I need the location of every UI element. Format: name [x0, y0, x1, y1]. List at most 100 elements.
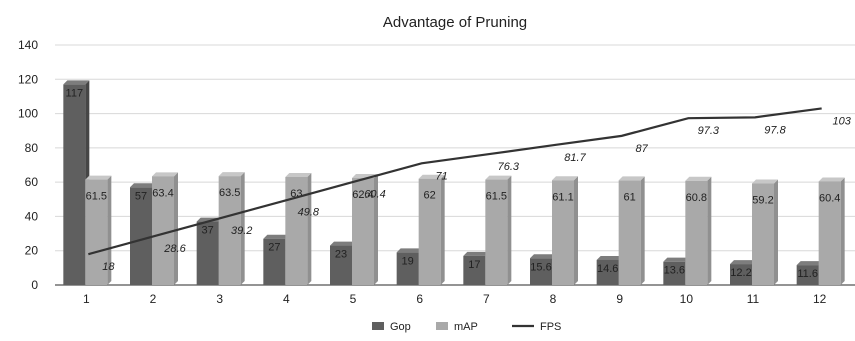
map-data-label: 61 — [624, 191, 636, 203]
x-tick-label: 1 — [83, 292, 90, 306]
y-tick-label: 60 — [25, 175, 39, 189]
x-tick-label: 12 — [813, 292, 827, 306]
map-bar-side — [107, 175, 112, 285]
map-bar — [818, 181, 841, 285]
map-bar-top — [552, 176, 578, 181]
legend-label-fps: FPS — [540, 321, 561, 333]
map-bar-side — [574, 176, 578, 285]
x-tick-label: 10 — [680, 292, 694, 306]
x-tick-label: 7 — [483, 292, 490, 306]
fps-data-label: 103 — [832, 115, 851, 127]
map-bar — [552, 180, 574, 285]
gop-bar-top — [663, 257, 690, 262]
x-tick-label: 6 — [416, 292, 423, 306]
map-data-label: 59.2 — [752, 195, 773, 207]
legend-label-map: mAP — [454, 321, 478, 333]
gop-data-label: 37 — [202, 225, 214, 237]
y-tick-label: 80 — [25, 141, 39, 155]
fps-data-label: 71 — [436, 170, 448, 182]
map-data-label: 63.5 — [219, 187, 240, 199]
gop-bar — [196, 221, 219, 285]
x-tick-label: 3 — [216, 292, 223, 306]
fps-data-label: 28.6 — [163, 243, 186, 255]
legend-label-gop: Gop — [390, 321, 411, 333]
map-bar-side — [240, 172, 245, 285]
map-bar-side — [374, 174, 378, 285]
gop-bar-top — [263, 234, 290, 239]
x-tick-label: 11 — [747, 292, 760, 306]
map-bar — [285, 177, 308, 285]
fps-data-label: 49.8 — [298, 207, 320, 219]
chart-title: Advantage of Pruning — [383, 14, 527, 31]
map-bar — [485, 179, 508, 285]
legend-swatch-map — [436, 322, 448, 330]
y-tick-label: 0 — [31, 278, 38, 292]
map-bar-top — [618, 176, 645, 181]
map-bar — [418, 178, 441, 285]
gop-bar — [463, 255, 486, 285]
gop-bar-top — [330, 241, 356, 246]
gop-bar — [263, 238, 286, 285]
fps-data-label: 97.8 — [764, 124, 786, 136]
map-bar-side — [307, 173, 312, 285]
y-tick-label: 120 — [18, 72, 38, 86]
gop-bar — [796, 265, 819, 285]
x-tick-label: 5 — [350, 292, 357, 306]
gop-bar-top — [396, 248, 423, 253]
gop-bar — [63, 84, 86, 285]
fps-data-label: 87 — [636, 143, 649, 155]
map-bar-side — [640, 176, 645, 285]
map-bar-top — [85, 175, 112, 180]
x-tick-label: 9 — [616, 292, 623, 306]
gop-bar — [596, 259, 619, 285]
gop-bar — [663, 261, 686, 285]
map-bar-top — [685, 176, 712, 181]
fps-data-label: 97.3 — [698, 125, 720, 137]
map-data-label: 61.1 — [552, 191, 573, 203]
map-bar — [618, 180, 641, 285]
gop-bar-top — [63, 80, 90, 85]
gop-data-label: 15.6 — [530, 261, 551, 273]
gop-data-label: 57 — [135, 190, 147, 202]
gop-bar-top — [530, 254, 556, 259]
fps-line — [88, 107, 822, 256]
map-bar-top — [418, 174, 445, 179]
map-data-label: 60.8 — [686, 192, 707, 204]
fps-data-label: 60.4 — [364, 188, 385, 200]
gop-data-label: 12.2 — [730, 267, 751, 279]
map-data-label: 63.4 — [152, 187, 173, 199]
map-bar-side — [507, 175, 512, 285]
gop-bar — [330, 245, 352, 285]
gop-data-label: 17 — [468, 259, 480, 271]
y-tick-label: 140 — [18, 38, 38, 52]
y-tick-label: 20 — [25, 244, 39, 258]
gop-data-label: 11.6 — [797, 268, 818, 280]
map-bar-top — [485, 175, 512, 180]
gop-bar — [730, 264, 752, 285]
fps-data-label: 81.7 — [564, 152, 586, 164]
map-bar-top — [285, 173, 312, 177]
map-bar — [352, 178, 374, 285]
fps-data-label: 39.2 — [231, 225, 252, 237]
map-data-label: 62 — [424, 190, 436, 202]
gop-bar-top — [796, 261, 823, 266]
map-bar-top — [752, 179, 778, 184]
map-bar-side — [707, 176, 712, 285]
map-bar — [752, 183, 774, 285]
gop-bar-top — [596, 255, 623, 260]
gop-data-label: 13.6 — [664, 265, 685, 277]
gop-bar-top — [730, 260, 756, 265]
map-bar-side — [174, 172, 178, 285]
map-bar-side — [774, 179, 778, 285]
map-bar-top — [218, 172, 245, 177]
map-bar-side — [840, 177, 845, 285]
x-tick-label: 8 — [550, 292, 557, 306]
fps-data-label: 76.3 — [498, 161, 520, 173]
legend-swatch-gop — [372, 322, 384, 330]
map-bar-top — [152, 172, 178, 177]
map-data-label: 61.5 — [486, 191, 507, 203]
y-tick-label: 100 — [18, 107, 38, 121]
map-data-label: 62.4 — [352, 189, 373, 201]
